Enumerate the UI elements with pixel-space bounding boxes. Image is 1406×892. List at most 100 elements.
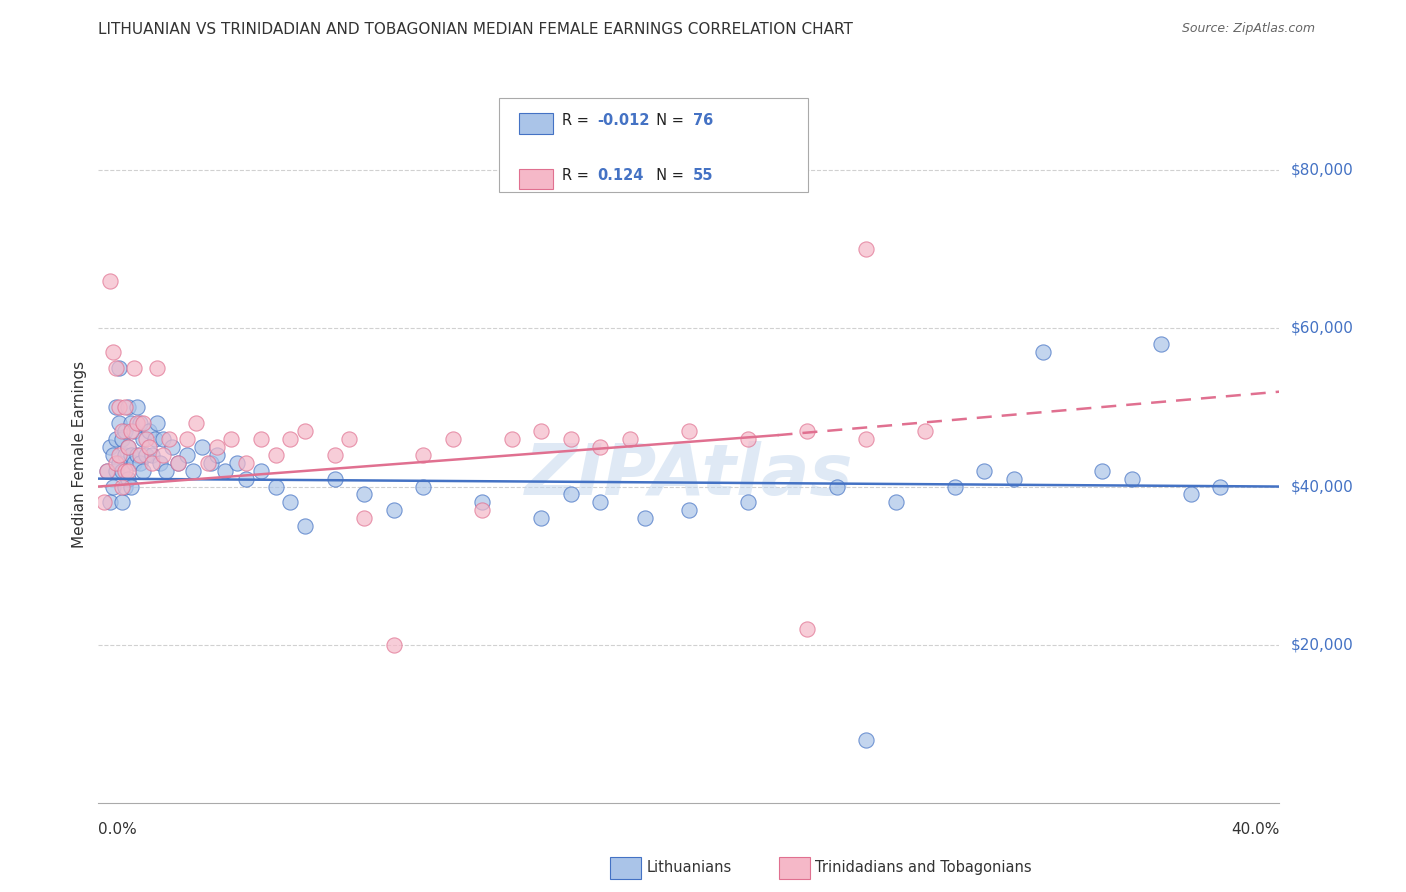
Text: Source: ZipAtlas.com: Source: ZipAtlas.com bbox=[1181, 22, 1315, 36]
Point bbox=[108, 417, 131, 431]
Text: $40,000: $40,000 bbox=[1291, 479, 1354, 494]
Point bbox=[1091, 464, 1114, 478]
Point bbox=[108, 448, 131, 462]
Point bbox=[589, 440, 612, 454]
Point bbox=[412, 448, 434, 462]
Point bbox=[132, 417, 155, 431]
Point bbox=[235, 456, 257, 470]
Point bbox=[111, 479, 134, 493]
Point bbox=[323, 472, 346, 486]
Point bbox=[111, 424, 134, 438]
Point bbox=[98, 495, 121, 509]
Point bbox=[117, 472, 139, 486]
Point bbox=[128, 448, 150, 462]
Point bbox=[737, 432, 759, 446]
Point bbox=[162, 440, 183, 454]
Point bbox=[471, 503, 494, 517]
Point bbox=[1150, 337, 1173, 351]
Point bbox=[678, 424, 700, 438]
Text: Trinidadians and Tobagonians: Trinidadians and Tobagonians bbox=[815, 861, 1032, 875]
Point bbox=[235, 472, 257, 486]
Point bbox=[796, 622, 818, 636]
Point bbox=[530, 511, 553, 525]
Point bbox=[122, 361, 145, 376]
Point bbox=[138, 440, 160, 454]
Point bbox=[103, 448, 125, 462]
Point bbox=[128, 456, 150, 470]
Point bbox=[973, 464, 995, 478]
Point bbox=[250, 464, 273, 478]
Point bbox=[855, 243, 877, 257]
Text: -0.012: -0.012 bbox=[598, 113, 650, 128]
Point bbox=[1002, 472, 1025, 486]
Point bbox=[149, 456, 172, 470]
Point bbox=[105, 464, 128, 478]
Point bbox=[141, 448, 163, 462]
Point bbox=[96, 464, 118, 478]
Text: R =: R = bbox=[562, 169, 593, 183]
Point bbox=[125, 417, 148, 431]
Point bbox=[382, 503, 405, 517]
Point bbox=[125, 448, 148, 462]
Point bbox=[111, 432, 134, 446]
Point bbox=[96, 464, 118, 478]
Text: LITHUANIAN VS TRINIDADIAN AND TOBAGONIAN MEDIAN FEMALE EARNINGS CORRELATION CHAR: LITHUANIAN VS TRINIDADIAN AND TOBAGONIAN… bbox=[98, 22, 853, 37]
Point bbox=[98, 440, 121, 454]
Text: N =: N = bbox=[647, 113, 689, 128]
Point bbox=[471, 495, 494, 509]
Point bbox=[176, 432, 198, 446]
Point bbox=[117, 464, 139, 478]
Point bbox=[143, 432, 166, 446]
Point bbox=[214, 464, 236, 478]
Point bbox=[141, 456, 163, 470]
Point bbox=[155, 464, 177, 478]
Point bbox=[108, 361, 131, 376]
Point bbox=[105, 456, 128, 470]
Point bbox=[120, 424, 142, 438]
Point bbox=[619, 432, 641, 446]
Point bbox=[382, 638, 405, 652]
Point bbox=[796, 424, 818, 438]
Point bbox=[184, 417, 207, 431]
Point bbox=[560, 487, 582, 501]
Point bbox=[128, 417, 150, 431]
Point bbox=[114, 424, 136, 438]
Point bbox=[108, 456, 131, 470]
Point bbox=[103, 345, 125, 359]
Point bbox=[530, 424, 553, 438]
Point bbox=[914, 424, 936, 438]
Point bbox=[855, 432, 877, 446]
Point bbox=[105, 361, 128, 376]
Point bbox=[98, 274, 121, 288]
Point bbox=[737, 495, 759, 509]
Point bbox=[93, 495, 115, 509]
Point bbox=[103, 479, 125, 493]
Text: 76: 76 bbox=[693, 113, 713, 128]
Point bbox=[678, 503, 700, 517]
Point bbox=[197, 456, 219, 470]
Text: $80,000: $80,000 bbox=[1291, 163, 1354, 178]
Point bbox=[1180, 487, 1202, 501]
Text: ZIPAtlas: ZIPAtlas bbox=[524, 442, 853, 510]
Point bbox=[132, 432, 155, 446]
Point bbox=[589, 495, 612, 509]
Point bbox=[167, 456, 190, 470]
Text: R =: R = bbox=[562, 113, 593, 128]
Point bbox=[111, 495, 134, 509]
Point bbox=[135, 448, 157, 462]
Text: N =: N = bbox=[647, 169, 689, 183]
Point bbox=[117, 440, 139, 454]
Point bbox=[120, 417, 142, 431]
Point bbox=[122, 424, 145, 438]
Point bbox=[294, 519, 316, 533]
Point bbox=[825, 479, 848, 493]
Point bbox=[1209, 479, 1232, 493]
Point bbox=[278, 432, 302, 446]
Point bbox=[191, 440, 214, 454]
Point bbox=[105, 432, 128, 446]
Point bbox=[200, 456, 222, 470]
Point bbox=[152, 432, 174, 446]
Point bbox=[120, 448, 142, 462]
Point bbox=[105, 401, 128, 415]
Text: 0.124: 0.124 bbox=[598, 169, 644, 183]
